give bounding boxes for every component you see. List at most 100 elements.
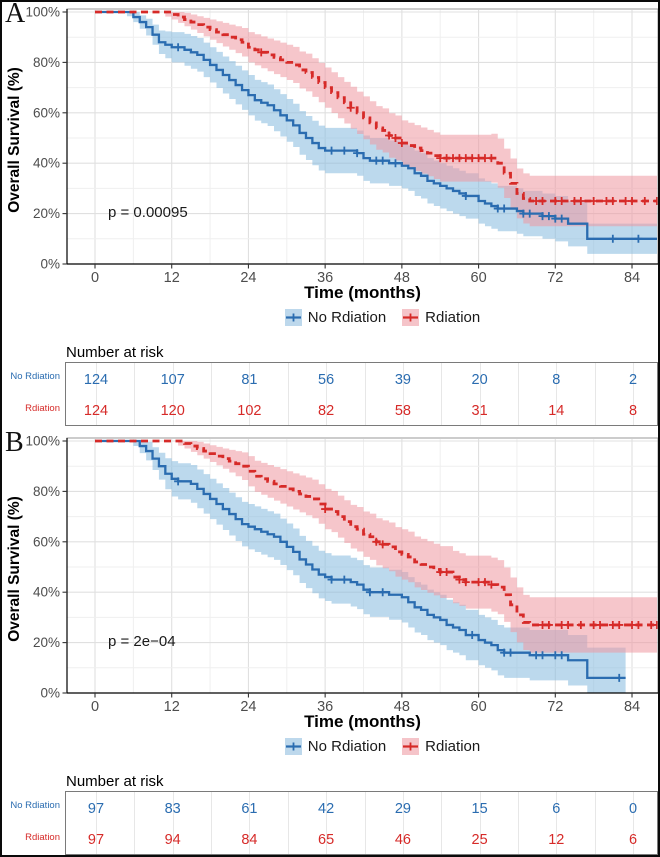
risk-gridline: [172, 792, 174, 854]
legend-key-icon: [284, 309, 302, 326]
risk-count: 6: [628, 832, 638, 848]
risk-count: 102: [237, 403, 262, 419]
svg-text:100%: 100%: [25, 434, 60, 449]
risk-gridline: [633, 363, 634, 425]
legend-label: No Rdiation: [307, 309, 387, 326]
risk-count: 61: [241, 801, 258, 817]
risk-gridline: [287, 363, 289, 425]
svg-text:48: 48: [394, 699, 410, 713]
risk-count: 39: [394, 372, 411, 388]
legend-label: Rdiation: [425, 309, 481, 326]
legend-label: No Rdiation: [307, 738, 387, 755]
legend: No Rdiation Rdiation: [87, 738, 658, 755]
risk-gridline: [402, 792, 404, 854]
risk-gridline: [479, 363, 481, 425]
risk-gridline: [594, 363, 596, 425]
risk-row-label: Rdiation: [25, 403, 60, 414]
legend-label: Rdiation: [425, 738, 481, 755]
risk-count: 124: [83, 403, 109, 419]
svg-text:24: 24: [240, 699, 256, 713]
svg-text:84: 84: [624, 270, 640, 284]
svg-text:40%: 40%: [33, 585, 60, 600]
risk-gridline: [211, 363, 213, 425]
legend-item-radiation: Rdiation: [402, 309, 480, 326]
risk-table-title: Number at risk: [66, 773, 164, 790]
legend-item-radiation: Rdiation: [402, 738, 480, 755]
risk-gridline: [96, 363, 97, 425]
x-axis-title: Time (months): [304, 283, 421, 302]
risk-count: 58: [394, 403, 411, 419]
km-plot-a: 0 12 24 36 48 60 72 84 0% 20% 40% 60% 80% 100%: [25, 5, 658, 284]
risk-gridline: [96, 792, 97, 854]
risk-count: 83: [164, 801, 181, 817]
risk-count: 8: [552, 372, 561, 388]
panel-letter-a: A: [5, 0, 26, 29]
panel-letter-b: B: [5, 427, 24, 458]
risk-count: 6: [552, 801, 561, 817]
svg-text:0: 0: [91, 699, 99, 713]
risk-row-label: No Rdiation: [10, 371, 60, 382]
risk-gridline: [211, 792, 213, 854]
svg-text:100%: 100%: [25, 5, 60, 20]
svg-text:36: 36: [317, 699, 333, 713]
svg-text:80%: 80%: [33, 484, 60, 499]
p-value-label: p = 0.00095: [108, 204, 188, 221]
risk-count: 12: [548, 832, 565, 848]
km-panel-a: 0 12 24 36 48 60 72 84 0% 20% 40% 60% 80% 100% A Over…: [2, 0, 658, 431]
legend-key-icon: [402, 738, 420, 755]
svg-text:40%: 40%: [33, 156, 60, 171]
svg-text:20%: 20%: [33, 206, 60, 221]
risk-gridline: [517, 363, 519, 425]
svg-text:0%: 0%: [40, 257, 60, 272]
risk-count: 97: [87, 832, 105, 848]
y-axis-title: Overall Survival (%): [6, 496, 23, 642]
risk-gridline: [556, 792, 558, 854]
risk-count: 8: [628, 403, 638, 419]
svg-text:24: 24: [240, 270, 256, 284]
risk-count: 97: [87, 801, 105, 817]
risk-count: 29: [394, 801, 411, 817]
svg-text:84: 84: [624, 699, 640, 713]
y-axis-title: Overall Survival (%): [6, 67, 23, 213]
risk-gridline: [326, 363, 328, 425]
svg-text:12: 12: [164, 699, 180, 713]
risk-gridline: [172, 363, 174, 425]
legend-item-no-radiation: No Rdiation: [284, 309, 387, 326]
risk-gridline: [441, 363, 443, 425]
risk-count: 94: [164, 832, 181, 848]
risk-gridline: [326, 792, 328, 854]
risk-count: 14: [548, 403, 565, 419]
risk-count: 84: [241, 832, 258, 848]
km-plot-b: 0 12 24 36 48 60 72 84 0% 20% 40% 60% 80% 100%: [25, 434, 658, 713]
svg-text:0: 0: [91, 270, 99, 284]
legend-item-no-radiation: No Rdiation: [284, 738, 387, 755]
risk-count: 46: [394, 832, 411, 848]
risk-gridline: [287, 792, 289, 854]
risk-count: 65: [318, 832, 335, 848]
risk-gridline: [134, 363, 136, 425]
risk-count: 56: [318, 372, 335, 388]
km-panel-b: 0 12 24 36 48 60 72 84 0% 20% 40% 60% 80% 100% B Over…: [2, 427, 658, 855]
svg-text:60%: 60%: [33, 534, 60, 549]
risk-row-label: No Rdiation: [10, 800, 60, 811]
p-value-label: p = 2e−04: [108, 633, 176, 650]
risk-gridline: [364, 363, 366, 425]
legend: No Rdiation Rdiation: [87, 309, 658, 326]
risk-gridline: [594, 792, 596, 854]
svg-text:48: 48: [394, 270, 410, 284]
risk-count: 2: [628, 372, 638, 388]
risk-gridline: [364, 792, 366, 854]
svg-text:60: 60: [471, 699, 487, 713]
risk-count: 82: [318, 403, 335, 419]
risk-count: 120: [160, 403, 185, 419]
legend-key-icon: [284, 738, 302, 755]
svg-text:0%: 0%: [40, 686, 60, 701]
legend-key-icon: [402, 309, 420, 326]
risk-count: 124: [83, 372, 109, 388]
risk-table-title: Number at risk: [66, 344, 164, 361]
risk-row-label: Rdiation: [25, 832, 60, 843]
risk-gridline: [402, 363, 404, 425]
risk-gridline: [479, 792, 481, 854]
risk-gridline: [517, 792, 519, 854]
risk-gridline: [556, 363, 558, 425]
